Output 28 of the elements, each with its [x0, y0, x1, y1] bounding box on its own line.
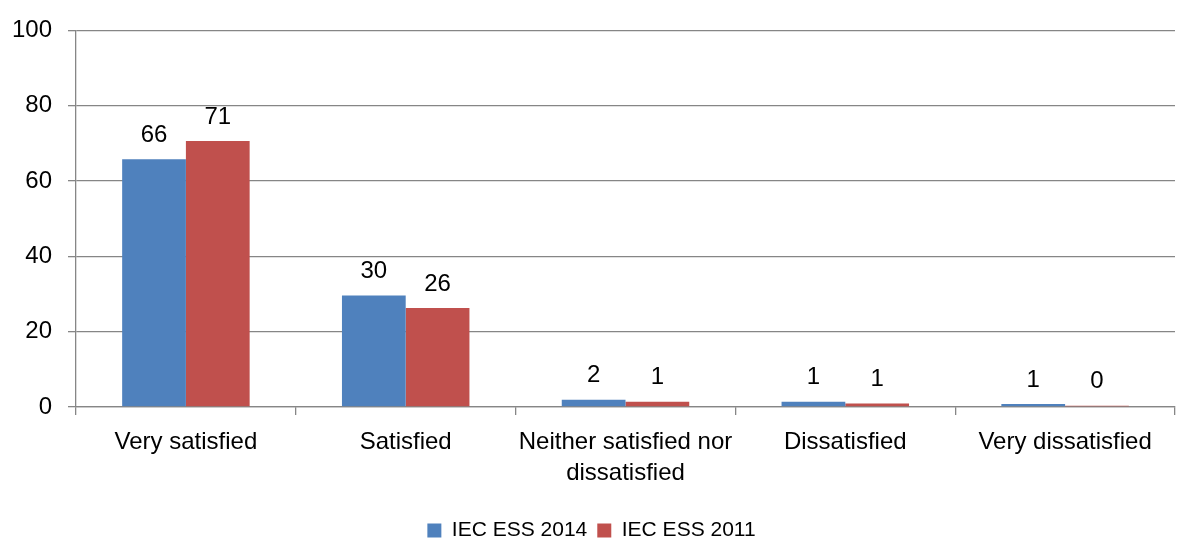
- data-label: 1: [1026, 364, 1040, 392]
- legend-label: IEC ESS 2014: [451, 517, 588, 539]
- data-label: 30: [360, 256, 388, 284]
- data-label: 26: [424, 268, 451, 296]
- bar: [341, 295, 406, 407]
- data-label: 1: [806, 362, 821, 390]
- x-tick-label: Neither satisfied nor dissatisfied: [518, 426, 733, 485]
- x-tick-label: Dissatisfied: [783, 426, 907, 454]
- bar: [405, 307, 470, 407]
- data-label: 71: [204, 101, 232, 129]
- y-tick-label: 20: [25, 316, 52, 344]
- data-label: 2: [586, 360, 601, 388]
- data-label: 1: [870, 364, 884, 392]
- bar: [185, 141, 250, 407]
- y-tick-label: 80: [25, 90, 52, 118]
- legend-label: IEC ESS 2011: [621, 517, 756, 539]
- bar: [122, 159, 186, 407]
- y-tick-label: 40: [25, 240, 52, 268]
- y-tick-label: 60: [25, 165, 52, 193]
- y-tick-label: 0: [38, 391, 52, 419]
- y-tick-label: 100: [11, 15, 52, 43]
- x-tick-label: Very dissatisfied: [978, 426, 1152, 454]
- data-label: 66: [140, 119, 168, 147]
- bar: [561, 399, 626, 407]
- data-label: 0: [1090, 366, 1104, 394]
- data-label: 1: [650, 362, 665, 390]
- x-tick-label: Very satisfied: [114, 426, 258, 454]
- x-tick-label: Satisfied: [359, 426, 452, 454]
